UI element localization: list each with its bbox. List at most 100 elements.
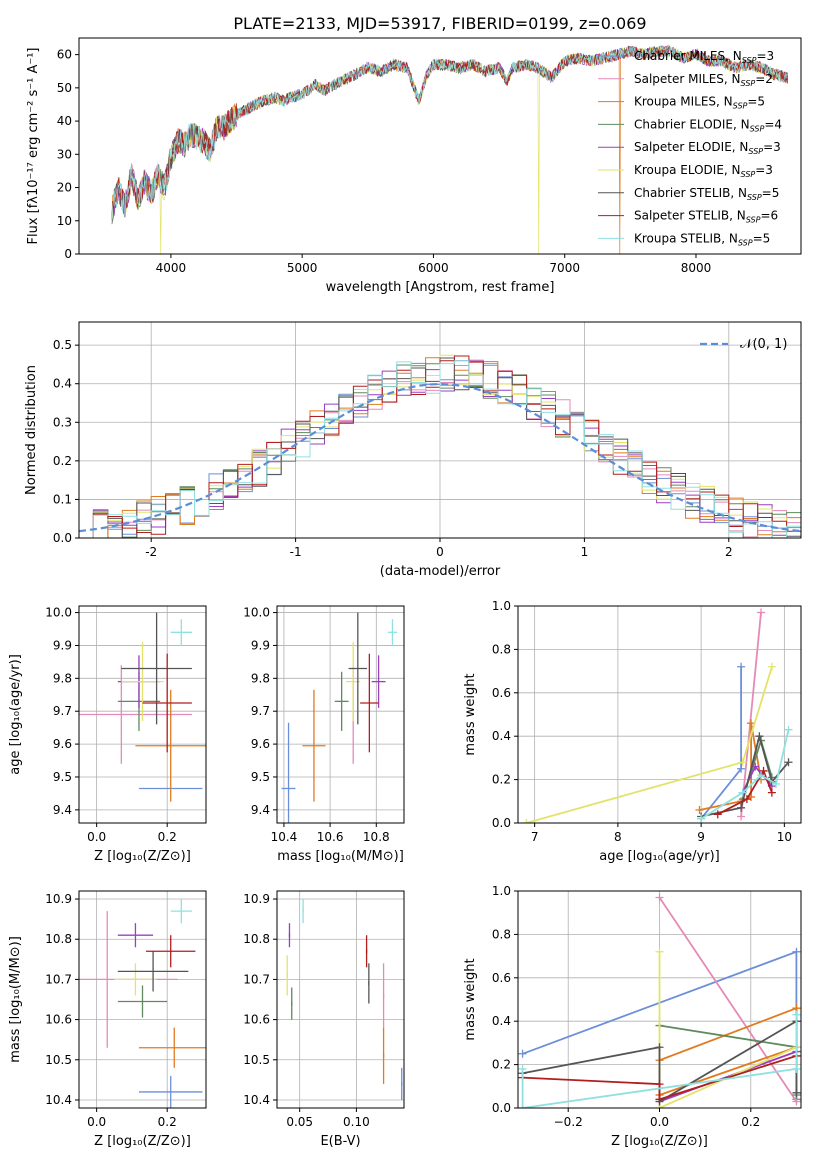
mass-vs-metallicity-panel: 0.0 0.2 10.4 10.5 10.6 10.7 10.8 10.9 Z [log₁₀(Z… [8, 890, 207, 1149]
x-tick-label: 0.10 [343, 1115, 370, 1129]
x-axis-label: mass [log₁₀(M/M⊙)] [277, 849, 404, 864]
y-tick-label: 0.4 [492, 729, 511, 743]
data-point [135, 689, 206, 802]
x-tick-label: -2 [145, 545, 157, 559]
x-axis-label: age [log₁₀(age/yr)] [599, 849, 720, 864]
x-axis-label: wavelength [Angstrom, rest frame] [326, 280, 555, 295]
mass-weight-vs-age-panel: 7 8 9 10 0.0 0.2 0.4 0.6 0.8 1.0 age [log₁₀(age/yr… [463, 599, 802, 864]
weight-marker [518, 1064, 527, 1073]
spectrum-panel: 4000 5000 6000 7000 8000 0 10 20 30 40 50 60 wavelen… [26, 37, 802, 295]
weight-marker [792, 947, 801, 956]
x-tick-label: 10.4 [271, 830, 298, 844]
weight-marker [792, 1088, 801, 1097]
x-tick-label: 10.8 [363, 830, 390, 844]
y-tick-label: 9.7 [53, 704, 72, 718]
y-tick-label: 0.8 [492, 927, 511, 941]
x-tick-label: 0.2 [741, 1115, 760, 1129]
y-tick-label: 10.8 [243, 932, 270, 946]
y-tick-label: 10.7 [45, 972, 72, 986]
y-tick-label: 1.0 [492, 884, 511, 898]
data-point [348, 612, 368, 725]
weight-line [700, 666, 742, 820]
x-tick-label: 0.0 [650, 1115, 669, 1129]
data-point [371, 655, 386, 708]
y-tick-label: 0 [64, 247, 72, 261]
weight-line [658, 896, 798, 1103]
weight-marker [757, 771, 766, 780]
y-tick-label: 0.0 [492, 1101, 511, 1115]
weight-marker [759, 766, 768, 775]
weight-marker [792, 1010, 801, 1019]
y-tick-label: 0.4 [492, 1014, 511, 1028]
x-tick-label: 0 [436, 545, 444, 559]
grid-lines [277, 606, 404, 823]
grid-lines [79, 891, 206, 1108]
x-tick-label: 8000 [681, 261, 712, 275]
y-tick-label: 0.1 [53, 492, 72, 506]
y-tick-label: 9.8 [53, 671, 72, 685]
legend-entry: Salpeter MILES, NSSP=2 [634, 72, 773, 88]
x-tick-label: 7000 [549, 261, 580, 275]
weight-marker [737, 662, 746, 671]
legend-entry: Chabrier ELODIE, NSSP=4 [634, 117, 782, 133]
axes-frame [78, 37, 802, 255]
data-point [170, 899, 192, 924]
data-point [114, 963, 157, 996]
y-tick-label: 10 [57, 214, 72, 228]
y-axis-label: mass weight [463, 958, 478, 1040]
plot-area [79, 354, 801, 538]
y-tick-label: 10.9 [243, 892, 270, 906]
y-tick-label: 9.9 [251, 638, 270, 652]
y-axis-label: age [log₁₀(age/yr)] [8, 654, 23, 775]
weight-line [526, 666, 773, 823]
data-point [121, 642, 164, 722]
x-tick-label: −0.2 [554, 1115, 583, 1129]
y-tick-label: 0.2 [492, 773, 511, 787]
normal-curve [79, 382, 801, 533]
y-tick-label: 0.8 [492, 642, 511, 656]
y-axis-label: Flux [fλ10⁻¹⁷ erg cm⁻² s⁻¹ A⁻¹] [26, 48, 41, 245]
x-tick-label: 4000 [156, 261, 187, 275]
x-tick-label: 0.2 [158, 1115, 177, 1129]
weight-marker [655, 947, 664, 956]
x-axis-label: (data-model)/error [380, 564, 501, 579]
residual-histogram-panel: -2 -1 0 1 2 0.0 0.1 0.2 0.3 0.4 0.5 (data-model)/er… [24, 321, 802, 579]
y-tick-label: 0.5 [53, 338, 72, 352]
weight-line [740, 612, 762, 817]
legend-entry: Chabrier MILES, NSSP=3 [634, 49, 774, 65]
data-point [170, 619, 192, 646]
y-tick-label: 0.0 [492, 816, 511, 830]
spectrum-legend: Chabrier MILES, NSSP=3 Salpeter MILES, NS… [598, 49, 782, 247]
y-axis-label: Normed distribution [24, 365, 39, 495]
weight-marker [655, 1080, 664, 1089]
plot-area [518, 893, 801, 1108]
y-axis-label: mass weight [463, 673, 478, 755]
data-point [146, 935, 196, 968]
mass-weight-vs-metallicity-panel: −0.2 0.0 0.2 0.0 0.2 0.4 0.6 0.8 1.0 Z [log₁₀(Z/Z… [463, 884, 802, 1149]
y-tick-label: 0.6 [492, 686, 511, 700]
y-tick-label: 10.4 [45, 1093, 72, 1107]
y-tick-label: 10.5 [243, 1053, 270, 1067]
x-tick-label: 1 [581, 545, 589, 559]
x-tick-label: 10.6 [317, 830, 344, 844]
weight-marker [784, 725, 793, 734]
weight-marker [697, 814, 706, 823]
legend-entry: Kroupa MILES, NSSP=5 [634, 95, 765, 111]
data-point [281, 722, 296, 823]
weight-marker [767, 662, 776, 671]
weight-marker [518, 1049, 527, 1058]
y-tick-label: 10.0 [45, 606, 72, 620]
x-tick-label: 2 [725, 545, 733, 559]
legend-entry: Kroupa STELIB, NSSP=5 [634, 231, 770, 247]
x-axis-label: Z [log₁₀(Z/Z⊙)] [611, 1134, 708, 1149]
data-point [302, 689, 326, 802]
weight-marker [655, 893, 664, 902]
weight-line [522, 1055, 797, 1101]
y-axis-label: mass [log₁₀(M/M⊙)] [8, 936, 23, 1063]
y-tick-label: 30 [57, 147, 72, 161]
legend-entry: Salpeter STELIB, NSSP=6 [634, 209, 778, 225]
plot-area [111, 44, 788, 254]
plot-area [281, 612, 398, 823]
y-tick-label: 0.2 [53, 454, 72, 468]
data-point [138, 1027, 206, 1068]
